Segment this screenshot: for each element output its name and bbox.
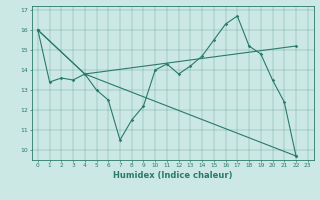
X-axis label: Humidex (Indice chaleur): Humidex (Indice chaleur) xyxy=(113,171,233,180)
